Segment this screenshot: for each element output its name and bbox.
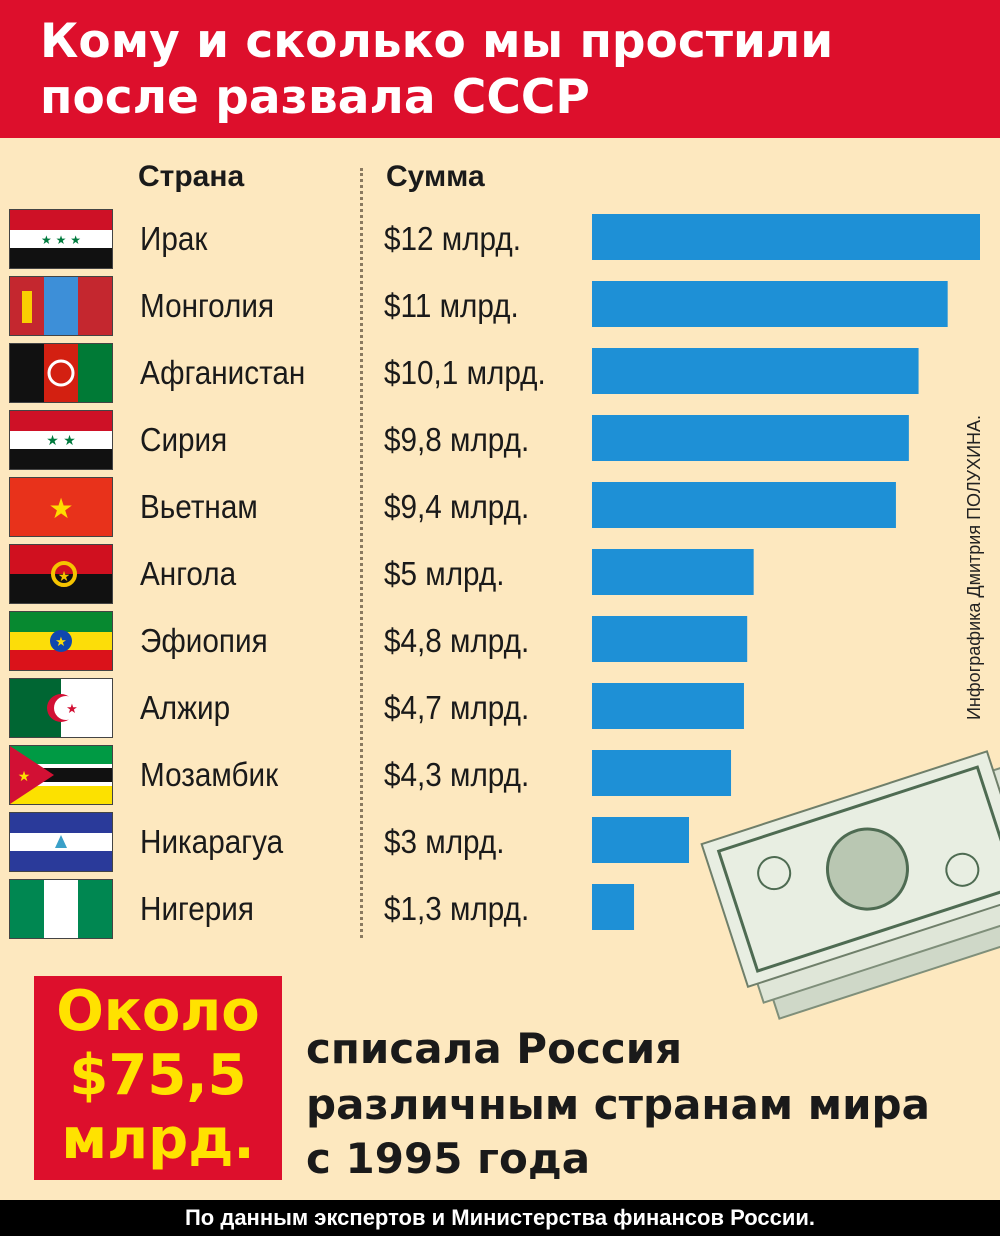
- description-line-1: списала Россия: [306, 1024, 683, 1073]
- flag-afghanistan-icon: [10, 344, 112, 402]
- table-row: ★ Мозамбик $4,3 млрд.: [0, 742, 1000, 808]
- value-label: $12 млрд.: [384, 220, 521, 257]
- value-label: $11 млрд.: [384, 287, 519, 324]
- flag-angola-icon: ★: [10, 545, 112, 603]
- title-line-1: Кому и сколько мы простили: [40, 14, 834, 69]
- svg-text:★: ★: [55, 635, 67, 650]
- table-row: Монголия $11 млрд.: [0, 273, 1000, 339]
- total-line-2: $75,5: [69, 1043, 247, 1108]
- svg-text:★: ★: [66, 702, 78, 717]
- value-label: $3 млрд.: [384, 823, 505, 860]
- value-label: $4,8 млрд.: [384, 622, 530, 659]
- title-line-2: после развала СССР: [40, 70, 590, 125]
- country-label: Вьетнам: [140, 488, 258, 525]
- svg-text:★ ★: ★ ★: [46, 433, 76, 449]
- table-row: ★ Вьетнам $9,4 млрд.: [0, 474, 1000, 540]
- country-label: Ангола: [140, 555, 237, 592]
- header-banner: Кому и сколько мы простили после развала…: [0, 0, 1000, 138]
- table-row: ★ ★ Сирия $9,8 млрд.: [0, 407, 1000, 473]
- country-label: Никарагуа: [140, 823, 284, 860]
- table-row: Никарагуа $3 млрд.: [0, 809, 1000, 875]
- table-row: Афганистан $10,1 млрд.: [0, 340, 1000, 406]
- svg-text:★: ★: [58, 569, 71, 585]
- svg-text:★: ★: [18, 769, 31, 785]
- table-row: ★ Эфиопия $4,8 млрд.: [0, 608, 1000, 674]
- flag-algeria-icon: ★: [10, 679, 112, 737]
- svg-text:★: ★: [48, 492, 73, 525]
- country-label: Сирия: [140, 421, 228, 458]
- flag-ethiopia-icon: ★: [10, 612, 112, 670]
- column-divider: [360, 168, 363, 938]
- dollar-bills-icon: [700, 690, 1000, 1070]
- flag-nicaragua-icon: [10, 813, 112, 871]
- country-label: Монголия: [140, 287, 275, 324]
- value-label: $4,7 млрд.: [384, 689, 530, 726]
- country-label: Мозамбик: [140, 756, 279, 793]
- country-label: Алжир: [140, 689, 231, 726]
- value-label: $1,3 млрд.: [384, 890, 530, 927]
- column-header-amount: Сумма: [386, 160, 485, 193]
- table-row: ★ Ангола $5 млрд.: [0, 541, 1000, 607]
- flag-vietnam-icon: ★: [10, 478, 112, 536]
- value-label: $4,3 млрд.: [384, 756, 530, 793]
- flag-nigeria-icon: [10, 880, 112, 938]
- table-row: ★ ★ ★ Ирак $12 млрд.: [0, 206, 1000, 272]
- table-row: Нигерия $1,3 млрд.: [0, 876, 1000, 942]
- value-label: $10,1 млрд.: [384, 354, 546, 391]
- flag-syria-icon: ★ ★: [10, 411, 112, 469]
- value-label: $9,4 млрд.: [384, 488, 530, 525]
- country-label: Нигерия: [140, 890, 254, 927]
- total-line-1: Около: [56, 979, 260, 1044]
- country-label: Афганистан: [140, 354, 306, 391]
- description-line-3: с 1995 года: [306, 1134, 591, 1183]
- value-label: $9,8 млрд.: [384, 421, 530, 458]
- flag-mozambique-icon: ★: [10, 746, 112, 804]
- country-label: Эфиопия: [140, 622, 268, 659]
- flag-iraq-icon: ★ ★ ★: [10, 210, 112, 268]
- svg-text:★ ★ ★: ★ ★ ★: [41, 233, 81, 247]
- table-row: ★ Алжир $4,7 млрд.: [0, 675, 1000, 741]
- value-label: $5 млрд.: [384, 555, 505, 592]
- country-label: Ирак: [140, 220, 208, 257]
- total-badge: Около $75,5 млрд.: [34, 976, 282, 1180]
- description-line-2: различным странам мира: [306, 1080, 930, 1129]
- flag-mongolia-icon: [10, 277, 112, 335]
- source-footer: По данным экспертов и Министерства финан…: [0, 1200, 1000, 1236]
- credit-label: Инфографика Дмитрия ПОЛУХИНА.: [964, 414, 984, 720]
- column-header-country: Страна: [138, 160, 245, 193]
- total-line-3: млрд.: [61, 1107, 255, 1172]
